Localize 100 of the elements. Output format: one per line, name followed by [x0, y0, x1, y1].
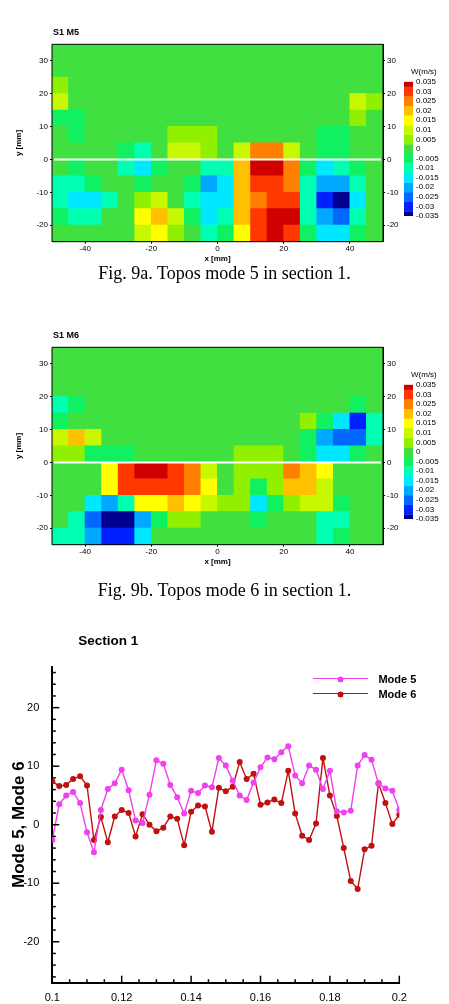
legend-label: Mode 5 — [378, 672, 417, 686]
point — [326, 767, 333, 774]
y-tick-label: -20 — [36, 523, 49, 533]
point — [181, 842, 188, 849]
point — [271, 756, 278, 763]
x-axis-title: x [mm] — [204, 254, 231, 264]
y-tick-label: -20 — [36, 220, 49, 230]
point — [319, 786, 326, 792]
y2-tick-label: 30 — [387, 55, 397, 65]
y-axis-title: y [mm] — [14, 432, 23, 460]
point — [340, 845, 347, 852]
y2-tick-label: 10 — [387, 424, 397, 434]
point — [160, 824, 167, 831]
point — [264, 754, 271, 761]
x-tick-label: -40 — [79, 243, 92, 253]
color-bar-label: 0.025 — [416, 96, 437, 106]
point — [257, 764, 264, 771]
point — [181, 810, 188, 817]
point — [56, 783, 63, 790]
x-axis-title: x [mm] — [204, 557, 231, 567]
point — [347, 877, 354, 884]
point — [292, 810, 299, 817]
point — [361, 752, 368, 759]
x-tick-label: -40 — [79, 546, 92, 556]
color-bar-title: W(m/s) — [411, 67, 438, 77]
color-bar-label: -0.03 — [416, 201, 435, 211]
point — [257, 801, 264, 808]
point — [326, 792, 333, 799]
x-tick-label: 0.18 — [319, 991, 341, 1004]
color-bar-label: -0.02 — [416, 182, 435, 192]
x-tick-label: 0.1 — [44, 991, 60, 1004]
point — [104, 786, 111, 792]
point — [271, 796, 278, 803]
point — [188, 808, 195, 815]
color-bar-label: 0.02 — [416, 105, 433, 115]
point — [340, 809, 347, 816]
color-bar-label: 0.005 — [416, 437, 437, 447]
point — [250, 770, 257, 777]
y-tick-label: 10 — [39, 424, 49, 434]
y-tick-label: 20 — [39, 391, 49, 401]
point — [84, 829, 90, 836]
color-bar-label: -0.015 — [416, 172, 440, 182]
point — [132, 833, 139, 840]
point — [222, 762, 229, 769]
point — [236, 759, 243, 766]
color-bar-label: 0.03 — [416, 86, 433, 96]
point — [70, 776, 77, 783]
y2-tick-label: -20 — [387, 220, 400, 230]
point — [354, 886, 361, 893]
point — [111, 780, 118, 787]
point — [195, 790, 202, 797]
y-tick-label: 10 — [27, 759, 40, 772]
point — [382, 785, 389, 792]
point — [333, 812, 340, 819]
color-bar-label: -0.015 — [416, 475, 440, 485]
point — [208, 784, 215, 791]
y2-tick-label: 20 — [387, 88, 397, 98]
color-bar-label: 0.005 — [416, 134, 437, 144]
chart-title: S1 M5 — [53, 26, 80, 37]
point — [354, 762, 361, 769]
color-bar-label: -0.005 — [416, 153, 440, 163]
x-tick-label: 0.14 — [180, 991, 202, 1004]
y-tick-label: 20 — [27, 700, 40, 713]
y-axis-title: y [mm] — [14, 129, 23, 157]
point — [236, 792, 243, 799]
point — [285, 767, 292, 774]
point — [222, 788, 229, 795]
point — [97, 807, 104, 814]
point — [368, 756, 375, 763]
point — [146, 821, 153, 828]
x-tick-label: 20 — [279, 546, 289, 556]
point — [306, 762, 313, 769]
point — [84, 782, 90, 789]
x-tick-label: 20 — [279, 243, 289, 253]
y-tick-label: 0 — [43, 154, 49, 164]
y2-tick-label: -20 — [387, 523, 400, 533]
color-bar-label: 0.015 — [416, 418, 437, 428]
x-tick-label: -20 — [145, 546, 158, 556]
point — [125, 787, 132, 794]
point — [389, 787, 396, 794]
point — [201, 782, 208, 789]
point — [208, 828, 215, 835]
point — [118, 807, 125, 814]
x-tick-label: 40 — [345, 243, 355, 253]
color-bar-label: 0.01 — [416, 124, 433, 134]
point — [319, 754, 326, 761]
point — [167, 781, 174, 788]
y2-tick-label: 10 — [387, 121, 397, 131]
y-tick-label: -10 — [36, 490, 49, 500]
point — [299, 832, 306, 839]
point — [285, 743, 292, 750]
color-bar-label: 0 — [416, 447, 421, 457]
point — [278, 800, 285, 807]
point — [299, 780, 306, 787]
point — [313, 766, 320, 773]
point — [77, 773, 84, 780]
color-bar-label: -0.03 — [416, 504, 435, 514]
point — [188, 787, 195, 794]
point — [347, 807, 354, 814]
point — [111, 813, 118, 820]
